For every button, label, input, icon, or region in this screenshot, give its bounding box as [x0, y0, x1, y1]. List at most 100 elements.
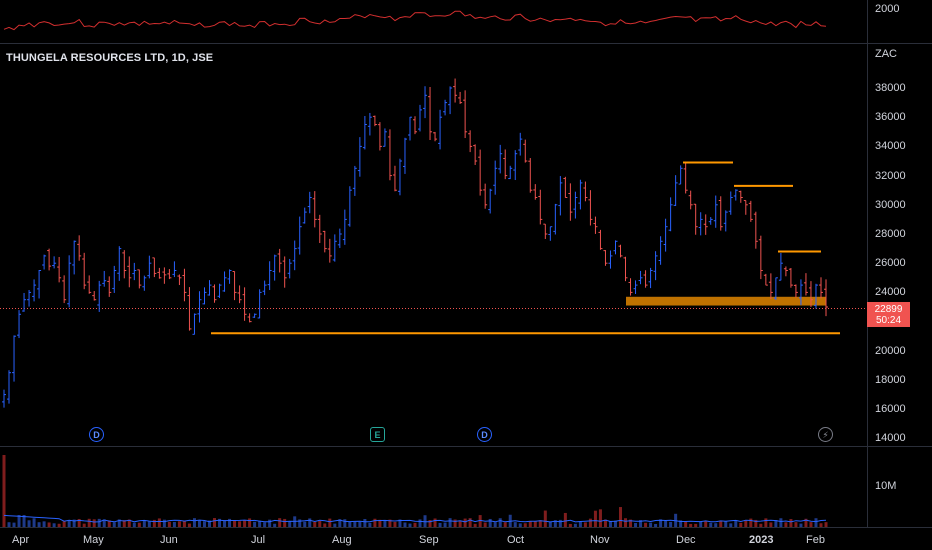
symbol-title[interactable]: THUNGELA RESOURCES LTD, 1D, JSE: [6, 52, 214, 64]
candle: [753, 211, 758, 249]
candle: [397, 158, 402, 196]
volume-axis-label: 10M: [875, 480, 897, 492]
volume-bar: [117, 519, 121, 527]
time-tick-label: Apr: [12, 534, 30, 546]
candle: [317, 214, 322, 244]
volume-bar: [358, 521, 362, 527]
candle: [683, 161, 688, 194]
candle: [307, 191, 312, 214]
candle: [137, 269, 142, 289]
candle: [568, 183, 573, 221]
candle: [342, 209, 347, 245]
candle: [52, 256, 57, 269]
candle: [362, 116, 367, 150]
candle: [12, 335, 17, 382]
indicator-pane: [0, 0, 867, 43]
candle: [558, 176, 563, 216]
volume-bar: [132, 522, 136, 527]
dividend-event-icon[interactable]: D: [477, 427, 492, 442]
candle: [287, 258, 292, 279]
candle: [508, 165, 513, 180]
candle: [658, 236, 663, 265]
candle: [377, 122, 382, 151]
volume-bar: [493, 522, 497, 527]
volume-bar: [659, 519, 663, 527]
candle: [413, 116, 417, 135]
volume-bar: [478, 515, 482, 527]
candle: [513, 150, 518, 181]
candle: [488, 188, 493, 214]
volume-bar: [613, 520, 617, 527]
candle: [528, 158, 533, 193]
candle: [257, 289, 262, 319]
price-axis[interactable]: [867, 44, 932, 446]
volume-bar: [639, 520, 643, 527]
candle: [347, 186, 352, 227]
volume-bar: [608, 521, 612, 527]
volume-bar: [528, 520, 532, 527]
volume-bar: [67, 520, 71, 527]
volume-bar: [102, 519, 106, 527]
volume-bar: [483, 522, 487, 527]
candle: [688, 190, 693, 210]
price-tick-label: 18000: [875, 374, 906, 386]
volume-bar: [603, 519, 607, 527]
bar-countdown: 50:24: [875, 315, 902, 326]
earnings-event-icon[interactable]: E: [370, 427, 385, 442]
candle: [493, 160, 498, 195]
candle: [458, 91, 463, 104]
candle: [673, 175, 678, 207]
volume-bar: [27, 520, 31, 527]
volume-bar: [298, 519, 302, 527]
volume-bar: [619, 507, 622, 527]
candle: [653, 251, 658, 281]
volume-bar: [97, 518, 101, 527]
volume-bar: [458, 520, 462, 527]
volume-bars: [2, 455, 828, 527]
candle: [27, 289, 32, 307]
candle: [187, 287, 192, 331]
volume-bar: [157, 518, 161, 527]
volume-bar: [378, 519, 382, 527]
volume-bar: [12, 522, 16, 527]
candle: [663, 218, 668, 252]
price-pane[interactable]: [0, 44, 867, 446]
volume-bar: [669, 521, 673, 527]
volume-bar: [568, 523, 572, 527]
candle: [648, 267, 653, 289]
candle: [628, 278, 633, 296]
pane-separator[interactable]: [0, 43, 932, 44]
candle: [297, 216, 302, 255]
candle: [47, 248, 52, 271]
volume-bar: [518, 523, 522, 527]
candle: [813, 283, 818, 309]
time-axis-border: [0, 527, 932, 528]
flash-event-icon[interactable]: ⚡: [818, 427, 833, 442]
volume-bar: [112, 522, 116, 527]
candle: [578, 179, 583, 210]
candle: [803, 273, 808, 296]
volume-bar: [127, 519, 131, 527]
pane-separator[interactable]: [0, 446, 932, 447]
candle: [127, 256, 132, 288]
volume-bar: [62, 521, 66, 527]
candle: [192, 313, 197, 335]
candle: [267, 261, 272, 291]
volume-bar: [47, 522, 51, 527]
volume-bar: [799, 523, 803, 527]
support-zone: [626, 296, 826, 306]
volume-bar: [448, 518, 452, 527]
volume-bar: [438, 522, 442, 527]
candle: [162, 267, 167, 284]
candle: [618, 244, 623, 258]
dividend-event-icon[interactable]: D: [89, 427, 104, 442]
volume-bar: [624, 518, 628, 527]
volume-bar: [654, 523, 658, 527]
candle: [237, 285, 242, 304]
price-tick-label: 16000: [875, 403, 906, 416]
price-tick-label: 38000: [875, 82, 906, 94]
volume-bar: [238, 521, 242, 527]
candle: [57, 256, 62, 283]
candle: [763, 273, 768, 286]
candle: [718, 196, 723, 231]
